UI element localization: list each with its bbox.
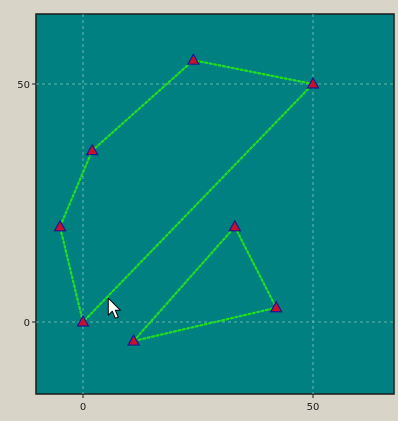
- series-line-2: [132, 224, 278, 343]
- data-point-marker[interactable]: [269, 300, 283, 313]
- plot-area[interactable]: [35, 13, 395, 395]
- data-point-marker[interactable]: [85, 143, 99, 156]
- data-point-marker[interactable]: [186, 52, 200, 65]
- x-tick-label: 50: [307, 402, 320, 413]
- data-point-marker[interactable]: [306, 76, 320, 89]
- data-point-marker[interactable]: [228, 219, 242, 232]
- arrow-cursor-icon: [107, 297, 121, 319]
- series-line-1: [58, 59, 316, 324]
- x-tick-label: 0: [80, 402, 86, 413]
- y-tick-label: 0: [24, 318, 30, 329]
- data-point-marker[interactable]: [76, 314, 90, 327]
- y-tick-label: 50: [17, 80, 30, 91]
- data-point-marker[interactable]: [53, 219, 67, 232]
- data-point-marker[interactable]: [127, 333, 141, 346]
